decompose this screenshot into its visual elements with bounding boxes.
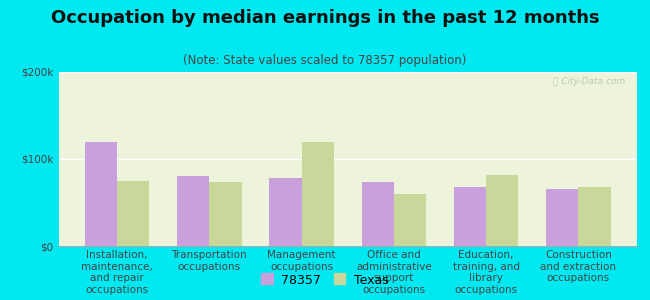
Bar xyxy=(394,194,426,246)
Bar xyxy=(84,142,117,246)
Text: (Note: State values scaled to 78357 population): (Note: State values scaled to 78357 popu… xyxy=(183,54,467,67)
Text: Ⓜ City-Data.com: Ⓜ City-Data.com xyxy=(553,77,625,86)
Bar xyxy=(117,181,150,246)
Bar xyxy=(177,176,209,246)
Bar xyxy=(578,187,611,246)
Bar xyxy=(209,182,242,246)
Bar xyxy=(302,142,334,246)
Text: Occupation by median earnings in the past 12 months: Occupation by median earnings in the pas… xyxy=(51,9,599,27)
Bar xyxy=(361,182,394,246)
Bar xyxy=(269,178,302,246)
Bar xyxy=(486,175,519,246)
Bar xyxy=(546,190,578,246)
Bar xyxy=(454,187,486,246)
Legend: 78357, Texas: 78357, Texas xyxy=(257,270,393,291)
